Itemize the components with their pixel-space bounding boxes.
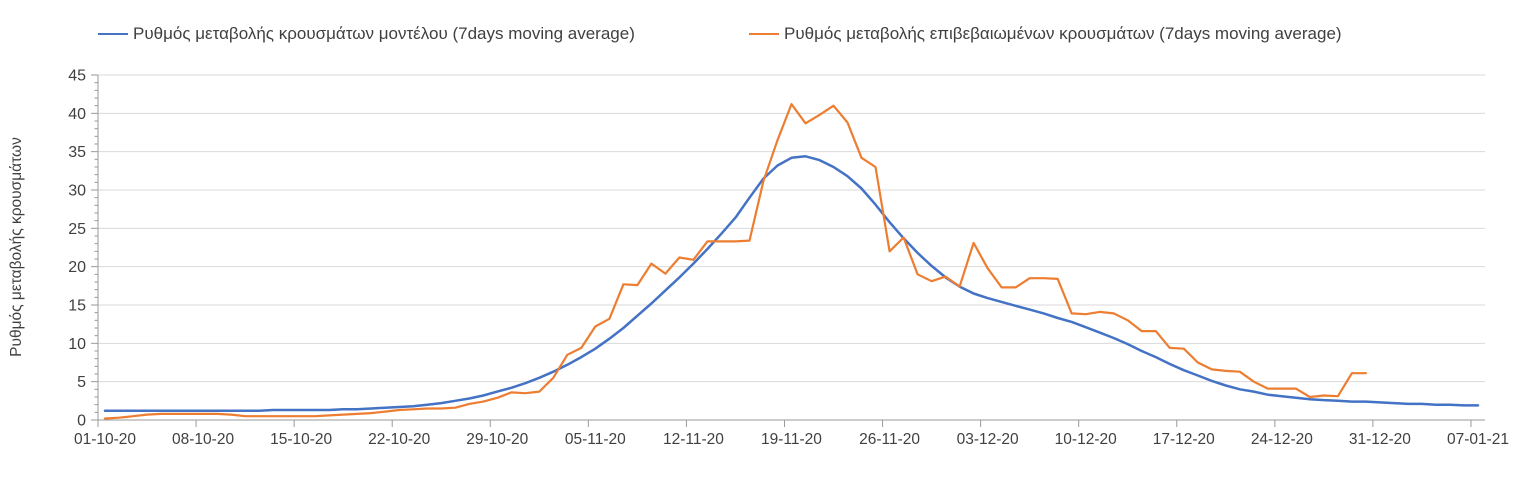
x-tick-label: 01-10-20: [74, 431, 136, 448]
x-tick-label: 03-12-20: [957, 431, 1019, 448]
x-tick-label: 31-12-20: [1349, 431, 1411, 448]
legend-item-model: Ρυθμός μεταβολής κρουσμάτων μοντέλου (7d…: [98, 24, 635, 44]
x-tick-label: 12-11-20: [663, 431, 724, 448]
axes: [91, 74, 1485, 427]
tick-labels: 0 5 10 15 20 25 30 35 40 45 01-10-20 08-10-20 15-10-…: [68, 68, 1509, 449]
legend-item-confirmed: Ρυθμός μεταβολής επιβεβαιωμένων κρουσμάτ…: [749, 24, 1342, 44]
legend-swatch-model-icon: [98, 32, 128, 36]
x-tick-label: 22-10-20: [368, 431, 430, 448]
y-tick-label: 5: [77, 374, 86, 391]
series-line-confirmed: [103, 102, 1368, 420]
y-tick-label: 20: [68, 259, 86, 276]
series-lines: [103, 102, 1480, 420]
legend-label-confirmed: Ρυθμός μεταβολής επιβεβαιωμένων κρουσμάτ…: [784, 24, 1342, 43]
x-tick-label: 10-12-20: [1055, 431, 1117, 448]
y-tick-label: 0: [77, 413, 86, 430]
y-tick-label: 40: [68, 106, 86, 123]
y-tick-label: 15: [68, 298, 86, 315]
y-axis-title: Ρυθμός μεταβολής κρουσμάτων: [8, 137, 25, 357]
legend-label-model: Ρυθμός μεταβολής κρουσμάτων μοντέλου (7d…: [133, 24, 635, 43]
x-tick-label: 26-11-20: [859, 431, 920, 448]
y-tick-label: 35: [68, 144, 86, 161]
y-tick-label: 25: [68, 221, 86, 238]
y-tick-label: 45: [68, 68, 86, 85]
x-tick-label: 15-10-20: [270, 431, 332, 448]
x-tick-label: 05-11-20: [565, 431, 626, 448]
series-line-model: [103, 155, 1480, 413]
x-tick-label: 19-11-20: [761, 431, 822, 448]
y-tick-label: 10: [68, 336, 86, 353]
legend-swatch-confirmed-icon: [749, 32, 779, 36]
y-tick-label: 30: [68, 183, 86, 200]
x-tick-label: 17-12-20: [1153, 431, 1215, 448]
x-tick-label: 24-12-20: [1251, 431, 1313, 448]
gridlines: [98, 74, 1485, 383]
x-tick-label: 29-10-20: [466, 431, 528, 448]
x-tick-label: 07-01-21: [1447, 431, 1509, 448]
x-tick-label: 08-10-20: [172, 431, 234, 448]
